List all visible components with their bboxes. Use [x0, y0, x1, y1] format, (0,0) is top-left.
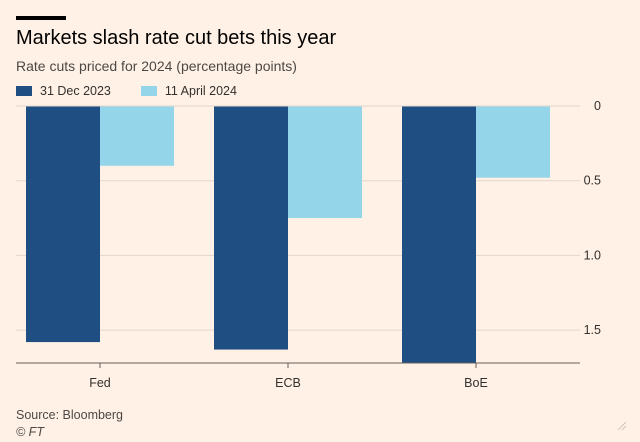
legend-item-series-1: 31 Dec 2023 [16, 84, 111, 98]
x-tick-label-fed: Fed [89, 376, 111, 390]
legend-label-series-2: 11 April 2024 [164, 84, 237, 98]
legend-swatch-series-1 [16, 86, 32, 96]
resize-grip-icon [617, 421, 626, 430]
y-tick-label-0: 0 [594, 99, 601, 113]
bar-fed-series-1 [26, 106, 100, 343]
legend-item-series-2: 11 April 2024 [140, 84, 237, 98]
chart-subtitle: Rate cuts priced for 2024 (percentage po… [16, 58, 297, 74]
x-tick-label-boe: BoE [464, 376, 488, 390]
legend-swatch-series-2 [140, 86, 157, 96]
legend-label-series-1: 31 Dec 2023 [40, 84, 111, 98]
bar-boe-series-2 [476, 106, 550, 178]
y-tick-label-3: 1.5 [584, 323, 601, 337]
chart-legend: 31 Dec 2023 11 April 2024 [16, 84, 267, 98]
bar-ecb-series-1 [214, 106, 288, 350]
chart-title: Markets slash rate cut bets this year [16, 27, 337, 49]
x-tick-label-ecb: ECB [275, 376, 301, 390]
bar-boe-series-1 [402, 106, 476, 363]
y-tick-label-1: 0.5 [584, 174, 601, 188]
y-tick-label-2: 1.0 [584, 248, 601, 262]
bar-fed-series-2 [100, 106, 174, 166]
brand-topbar [16, 16, 66, 20]
credit-note: © FT [16, 425, 44, 439]
source-note: Source: Bloomberg [16, 408, 124, 422]
bar-ecb-series-2 [288, 106, 362, 219]
